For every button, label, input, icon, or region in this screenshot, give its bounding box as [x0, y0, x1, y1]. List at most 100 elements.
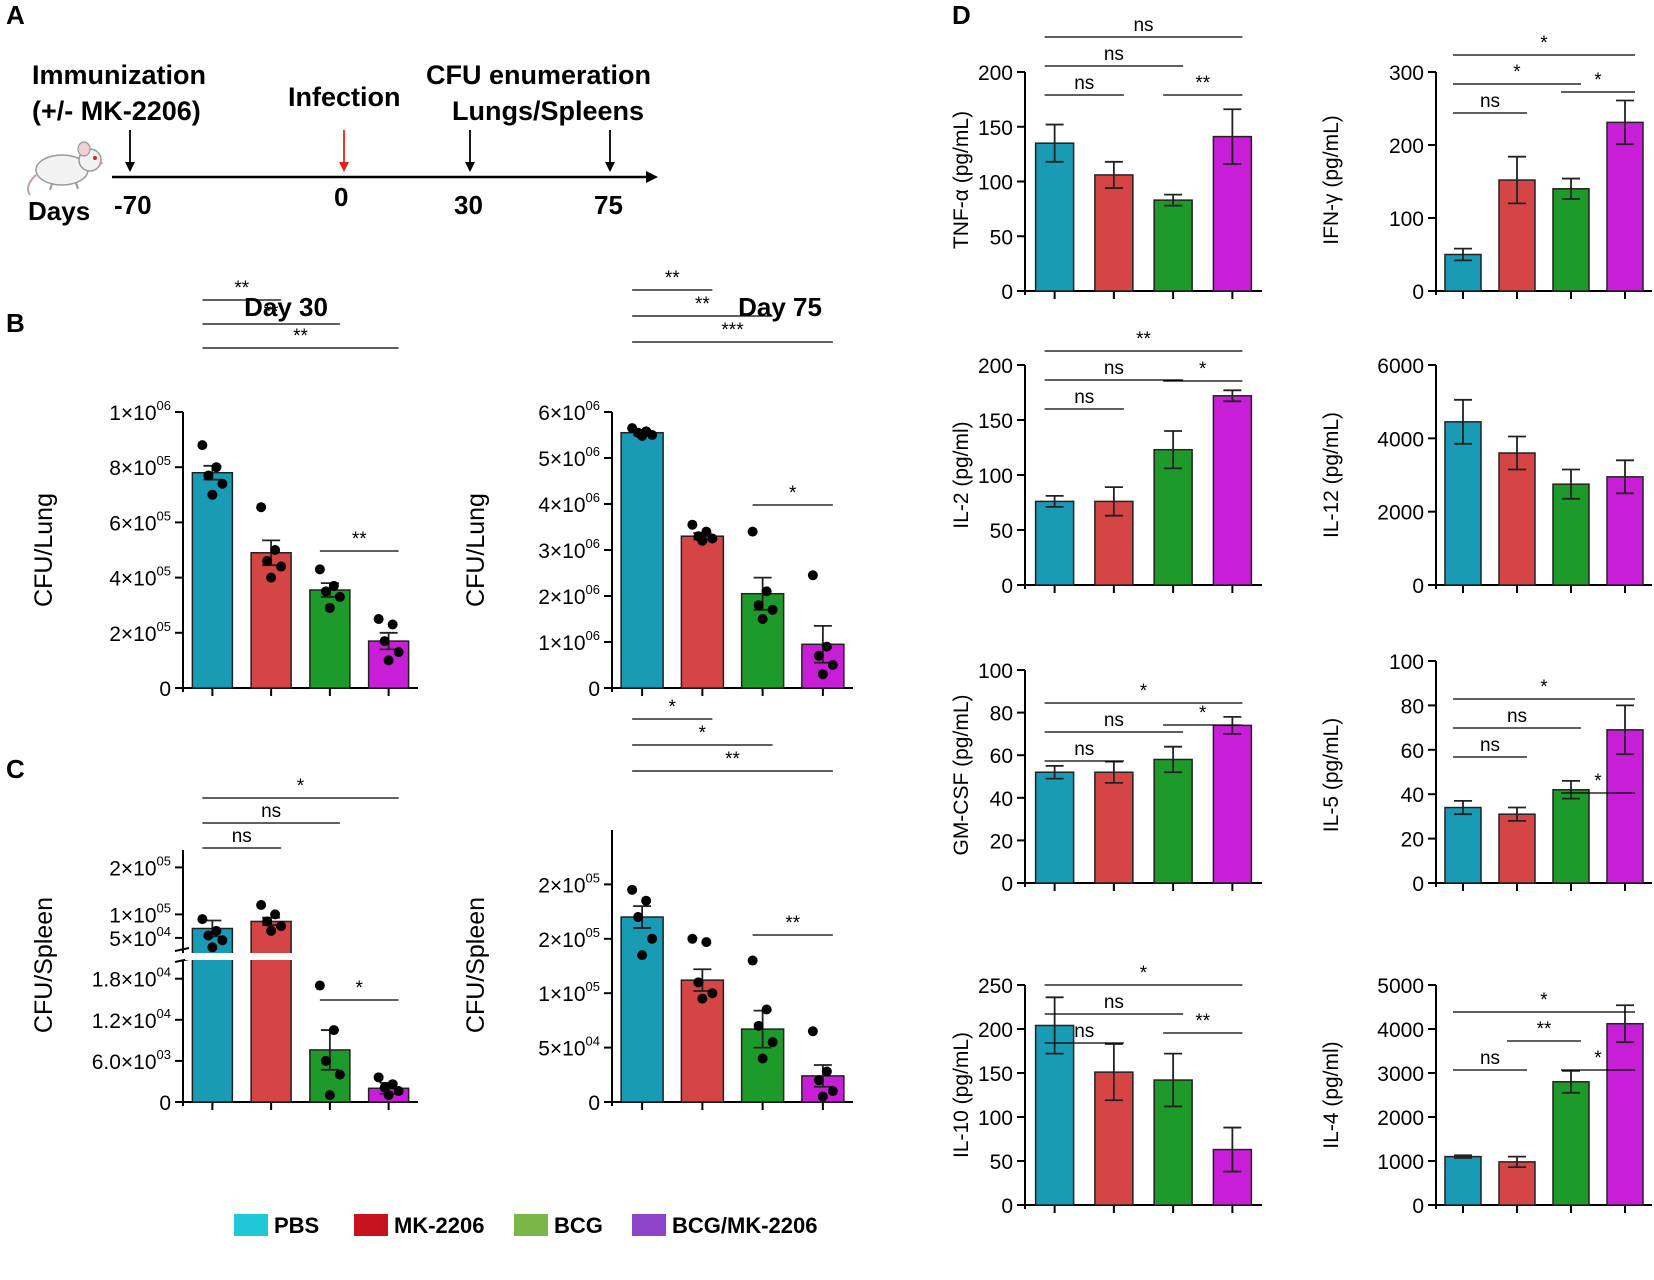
- significance-label: *: [1513, 62, 1521, 83]
- data-point: [373, 1072, 384, 1083]
- data-point: [256, 502, 267, 513]
- timeline: Immunization (+/- MK-2206) Infection CFU…: [27, 60, 658, 226]
- data-point: [266, 572, 277, 583]
- y-axis-label: CFU/Lung: [30, 493, 58, 607]
- bar-bcg-mk-2206: [1606, 476, 1644, 586]
- significance-label: *: [1594, 771, 1602, 792]
- y-tick-label: 1×1005: [109, 900, 171, 927]
- significance-label: ns: [1480, 91, 1500, 112]
- chart-title-day30: Day 30: [244, 292, 328, 322]
- data-point: [262, 916, 273, 927]
- y-tick-label: 8×1005: [109, 453, 171, 480]
- y-tick-label: 60: [990, 745, 1013, 768]
- charts-layer: 0 2×1005 4×1005 6×1005 8×1005 1×1006 CFU/Lung *…: [30, 15, 1652, 1218]
- y-tick-label: 300: [1389, 62, 1424, 85]
- y-axis-label: IL-4 (pg/ml): [1320, 1041, 1343, 1148]
- data-point: [270, 909, 281, 920]
- data-point: [821, 641, 832, 652]
- day-30: 30: [454, 190, 483, 220]
- y-tick-label: 200: [1389, 135, 1424, 158]
- legend-swatch-bcg-mk2206: [632, 1214, 666, 1236]
- panel-label-c: C: [6, 754, 25, 784]
- data-point: [262, 556, 273, 567]
- significance-label: *: [1199, 703, 1207, 724]
- day-75: 75: [594, 190, 623, 220]
- bar-pbs: [620, 916, 664, 1103]
- y-tick-label: 1000: [1377, 1151, 1424, 1174]
- data-point: [217, 935, 228, 946]
- chart-B_day75: 0 1×1006 2×1006 3×1006 4×1006 5×1006 6×1006 CFU…: [462, 268, 853, 701]
- data-point: [203, 930, 214, 941]
- infection-label: Infection: [288, 82, 401, 112]
- data-point: [647, 430, 658, 440]
- data-point: [641, 895, 652, 906]
- y-axis-label: IL-2 (pg/ml): [950, 421, 973, 528]
- y-tick-label: 100: [978, 465, 1013, 488]
- data-point: [701, 937, 712, 948]
- bar-bcg: [1552, 1081, 1590, 1206]
- data-point: [256, 900, 267, 910]
- significance-label: **: [293, 326, 308, 347]
- significance-label: *: [1540, 33, 1548, 54]
- significance-label: *: [1140, 681, 1148, 702]
- data-point: [207, 489, 218, 500]
- data-point: [276, 921, 287, 932]
- data-point: [197, 914, 208, 925]
- data-point: [276, 561, 287, 572]
- significance-label: **: [1195, 73, 1210, 94]
- data-point: [697, 993, 708, 1004]
- data-point: [767, 1037, 778, 1048]
- bar-bcg: [1552, 188, 1590, 292]
- y-tick-label: 0: [1001, 281, 1013, 304]
- data-point: [203, 470, 214, 481]
- y-tick-label: 2×1005: [109, 619, 171, 646]
- significance-label: **: [1136, 329, 1151, 350]
- y-tick-label: 0: [1412, 873, 1424, 896]
- y-tick-label: 200: [978, 62, 1013, 85]
- legend-label-pbs: PBS: [274, 1213, 319, 1238]
- legend-label-bcg: BCG: [554, 1213, 603, 1238]
- significance-label: ns: [1480, 735, 1500, 756]
- mouse-icon: [27, 141, 103, 196]
- y-tick-label: 5×1004: [109, 924, 171, 951]
- significance-label: **: [352, 529, 367, 550]
- data-point: [270, 545, 281, 555]
- data-point: [813, 1075, 824, 1086]
- y-tick-label: 4×1006: [538, 490, 600, 517]
- y-axis-label: IL-10 (pg/mL): [950, 1032, 973, 1158]
- data-point: [627, 884, 638, 895]
- significance-label: **: [264, 302, 279, 323]
- chart-C_day75: 05×10041×10052×10052×1005CFU/Spleen*****…: [462, 697, 853, 1115]
- y-tick-label: 0: [1412, 1195, 1424, 1218]
- data-point: [817, 669, 828, 680]
- data-point: [379, 636, 390, 647]
- y-tick-label: 60: [1401, 740, 1424, 763]
- y-tick-label: 4000: [1377, 428, 1424, 451]
- y-tick-label: 100: [978, 660, 1013, 683]
- significance-label: *: [699, 723, 707, 744]
- y-axis-label: CFU/Lung: [462, 493, 490, 607]
- bar-bcg-mk-2206: [1212, 724, 1253, 884]
- y-tick-label: 0: [588, 678, 600, 701]
- bar-bcg: [1153, 758, 1193, 884]
- y-axis-label: IFN-γ (pg/mL): [1320, 115, 1343, 245]
- bar-pbs: [191, 471, 234, 689]
- significance-label: ns: [1133, 15, 1153, 36]
- significance-label: *: [1199, 359, 1207, 380]
- cfu-label: CFU enumeration: [426, 60, 651, 90]
- data-point: [633, 912, 644, 923]
- data-point: [807, 1026, 818, 1037]
- bar-pbs: [1034, 1024, 1075, 1206]
- significance-label: *: [1540, 677, 1548, 698]
- y-tick-label: 100: [1389, 208, 1424, 231]
- y-tick-label: 100: [1389, 651, 1424, 674]
- bar-mk-2206: [1094, 174, 1134, 292]
- y-axis-label: CFU/Spleen: [462, 897, 490, 1033]
- data-point: [761, 586, 772, 597]
- data-point: [324, 602, 335, 613]
- chart-D_IFN: 0 100 200 300 IFN-γ (pg/mL) * * ns *: [1320, 33, 1652, 304]
- data-point: [827, 1086, 838, 1097]
- data-point: [328, 580, 339, 591]
- bar-bcg: [1153, 448, 1193, 586]
